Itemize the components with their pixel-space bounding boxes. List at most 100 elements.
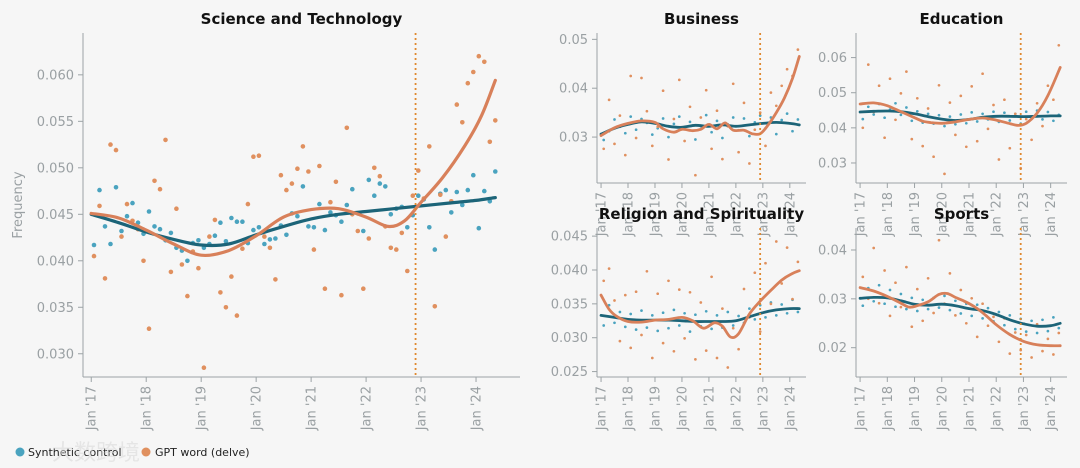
x-tick-label: Jan '21 xyxy=(962,192,977,237)
data-point-gpt xyxy=(119,234,124,239)
chart-title-education: Education xyxy=(920,10,1004,28)
data-point-control xyxy=(623,131,627,135)
data-point-gpt xyxy=(872,246,876,250)
data-point-control xyxy=(350,186,355,192)
data-point-control xyxy=(234,219,240,224)
data-point-gpt xyxy=(910,325,914,329)
data-point-gpt xyxy=(229,274,234,279)
data-point-gpt xyxy=(1008,146,1012,150)
data-point-control xyxy=(753,318,757,321)
data-point-control xyxy=(1003,323,1006,327)
data-point-control xyxy=(284,232,289,238)
data-point-gpt xyxy=(667,158,670,161)
data-point-gpt xyxy=(388,245,394,251)
data-point-control xyxy=(613,118,616,121)
data-point-gpt xyxy=(1024,333,1028,337)
y-tick-label: 0.045 xyxy=(551,230,588,245)
data-point-control xyxy=(661,117,665,120)
data-point-control xyxy=(872,299,876,303)
data-point-control xyxy=(975,303,979,307)
x-tick-label: Jan '17 xyxy=(85,386,100,431)
data-point-gpt xyxy=(141,258,146,264)
data-point-control xyxy=(726,310,730,314)
data-point-gpt xyxy=(948,272,952,275)
data-point-gpt xyxy=(295,166,300,171)
data-point-control xyxy=(710,327,713,331)
data-point-gpt xyxy=(769,302,773,306)
trend-line-gpt xyxy=(858,66,1062,127)
data-point-control xyxy=(602,324,606,327)
data-point-gpt xyxy=(613,299,616,302)
data-point-gpt xyxy=(91,253,97,259)
data-point-gpt xyxy=(218,290,223,295)
data-point-gpt xyxy=(737,347,740,351)
data-point-control xyxy=(992,110,995,114)
data-point-control xyxy=(372,193,377,198)
data-point-gpt xyxy=(629,346,633,350)
data-point-gpt xyxy=(905,70,908,73)
chart-title-sports: Sports xyxy=(934,205,989,223)
data-point-control xyxy=(731,116,735,119)
data-point-control xyxy=(108,241,113,247)
data-point-gpt xyxy=(1024,117,1028,121)
data-point-gpt xyxy=(661,89,665,93)
data-point-gpt xyxy=(196,265,201,271)
data-point-control xyxy=(629,312,633,316)
x-tick-label: Jan '22 xyxy=(990,386,1005,431)
data-point-gpt xyxy=(753,128,757,132)
x-tick-label: Jan '23 xyxy=(756,386,771,431)
x-tick-label: Jan '23 xyxy=(756,192,771,237)
data-point-gpt xyxy=(715,109,719,113)
data-point-gpt xyxy=(721,307,724,310)
data-point-gpt xyxy=(796,260,800,264)
data-point-gpt xyxy=(650,356,654,360)
data-point-control xyxy=(613,321,616,325)
data-point-gpt xyxy=(201,365,207,371)
data-point-control xyxy=(774,132,778,136)
data-point-control xyxy=(694,138,697,141)
y-tick-label: 0.050 xyxy=(37,161,74,176)
data-point-gpt xyxy=(721,157,724,161)
data-point-gpt xyxy=(602,279,606,283)
data-point-gpt xyxy=(251,154,256,159)
data-point-gpt xyxy=(278,172,284,178)
data-point-gpt xyxy=(1035,101,1039,105)
data-point-gpt xyxy=(124,201,130,207)
data-point-gpt xyxy=(888,77,892,81)
data-point-gpt xyxy=(959,288,963,292)
data-point-gpt xyxy=(629,74,633,78)
data-point-control xyxy=(877,283,881,287)
x-tick-label: Jan '20 xyxy=(675,386,690,431)
y-tick-label: 0.040 xyxy=(551,263,588,278)
data-point-control xyxy=(1041,318,1044,322)
x-tick-label: Jan '24 xyxy=(783,386,798,431)
data-point-gpt xyxy=(607,267,611,270)
data-point-control xyxy=(888,288,892,292)
data-point-control xyxy=(388,212,394,217)
data-point-gpt xyxy=(742,287,746,291)
data-point-gpt xyxy=(640,76,643,80)
x-tick-label: Jan '23 xyxy=(1017,192,1032,237)
data-point-control xyxy=(119,228,124,234)
data-point-gpt xyxy=(416,168,421,173)
data-point-control xyxy=(954,122,957,126)
data-point-control xyxy=(416,193,421,198)
data-point-gpt xyxy=(146,326,152,332)
data-point-control xyxy=(1035,331,1039,335)
series-gpt-points xyxy=(91,53,498,371)
x-tick-label: Jan '23 xyxy=(1017,386,1032,431)
x-tick-label: Jan '19 xyxy=(195,386,210,431)
data-point-gpt xyxy=(964,321,968,325)
data-point-gpt xyxy=(699,116,703,119)
data-point-control xyxy=(1057,326,1061,330)
data-point-gpt xyxy=(981,72,984,76)
data-point-control xyxy=(883,302,886,306)
y-tick-label: 0.03 xyxy=(818,292,847,307)
data-point-control xyxy=(677,115,681,118)
data-point-control xyxy=(432,247,438,252)
data-point-gpt xyxy=(785,67,789,71)
data-point-gpt xyxy=(623,153,627,157)
data-point-gpt xyxy=(905,265,908,269)
data-point-gpt xyxy=(476,53,482,59)
data-point-control xyxy=(443,187,449,193)
